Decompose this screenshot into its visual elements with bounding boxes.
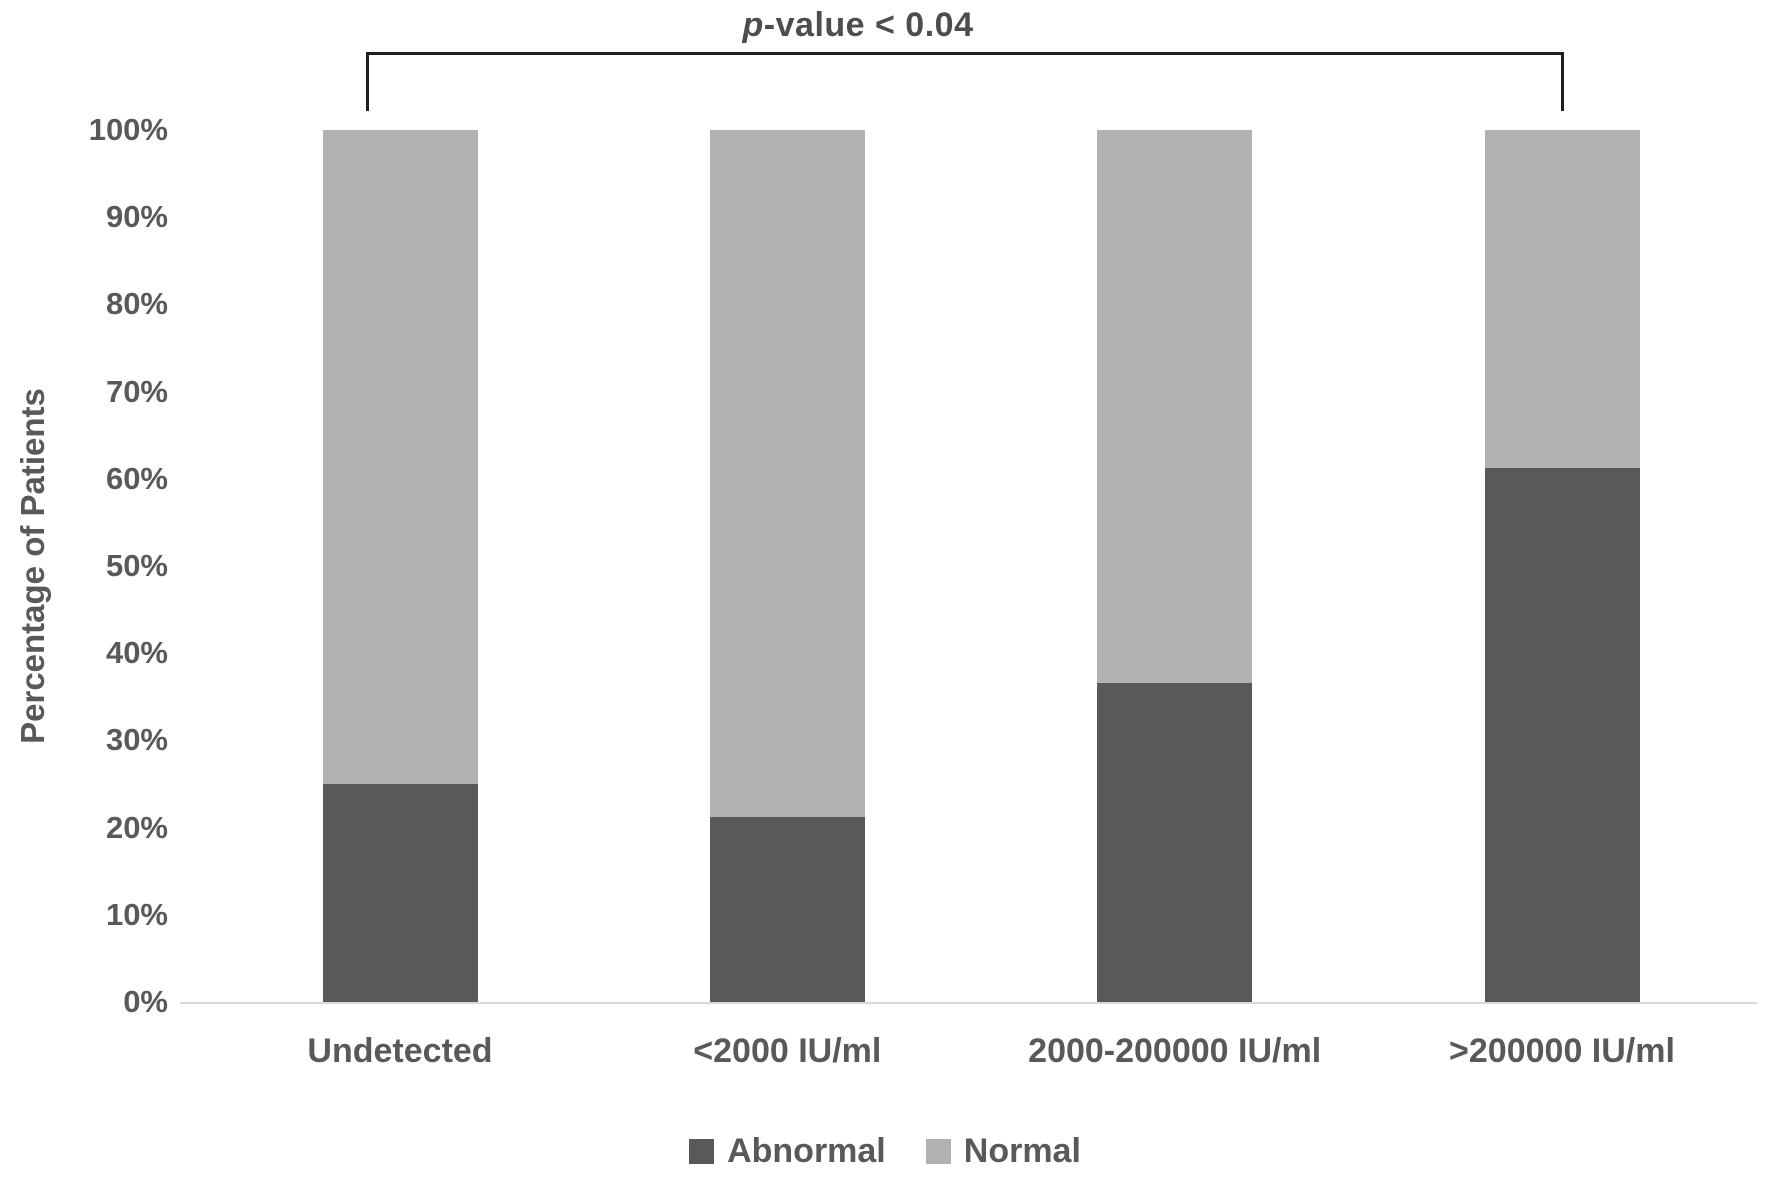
y-tick-label: 10%: [105, 896, 168, 932]
y-tick-label: 50%: [105, 548, 168, 583]
p-value-annotation-text: -value < 0.04: [763, 6, 974, 44]
legend-item-abnormal: Abnormal: [689, 1132, 886, 1171]
p-value-annotation-italic: p: [742, 6, 764, 44]
bar-segment-normal: [709, 130, 865, 818]
significance-bracket-left-tick: [366, 52, 369, 111]
y-tick-label: 60%: [105, 460, 168, 496]
p-value-annotation: p-value < 0.04: [0, 6, 1716, 45]
x-axis-label: <2000 IU/ml: [693, 1032, 882, 1070]
y-tick-label: 40%: [105, 635, 168, 671]
y-tick-label: 0%: [123, 984, 168, 1019]
bar-segment-normal: [322, 130, 478, 784]
legend-label-normal: Normal: [963, 1132, 1081, 1170]
y-tick-label: 20%: [105, 809, 168, 845]
x-axis-label: >200000 IU/ml: [1449, 1032, 1675, 1070]
bar-segment-normal: [1484, 130, 1640, 469]
x-axis-line: [180, 1002, 1757, 1004]
x-axis-label: 2000-200000 IU/ml: [1028, 1032, 1322, 1070]
bar-segment-abnormal: [709, 817, 865, 1002]
y-tick-label: 80%: [105, 286, 168, 322]
bar-segment-abnormal: [1484, 468, 1640, 1002]
significance-bracket-line: [366, 52, 1564, 55]
bar-segment-abnormal: [1097, 682, 1253, 1002]
legend-label-abnormal: Abnormal: [727, 1132, 886, 1170]
legend: Abnormal Normal: [0, 1132, 1770, 1171]
legend-item-normal: Normal: [925, 1132, 1081, 1171]
y-tick-label: 30%: [105, 722, 168, 758]
y-tick-label: 100%: [88, 112, 168, 147]
legend-swatch-abnormal: [689, 1139, 715, 1164]
bar-segment-normal: [1097, 130, 1253, 683]
legend-swatch-normal: [925, 1139, 951, 1164]
significance-bracket-right-tick: [1561, 52, 1564, 111]
x-axis-label: Undetected: [307, 1032, 493, 1070]
y-tick-label: 90%: [105, 199, 168, 235]
bar-segment-abnormal: [322, 784, 478, 1002]
y-tick-label: 70%: [105, 373, 168, 409]
